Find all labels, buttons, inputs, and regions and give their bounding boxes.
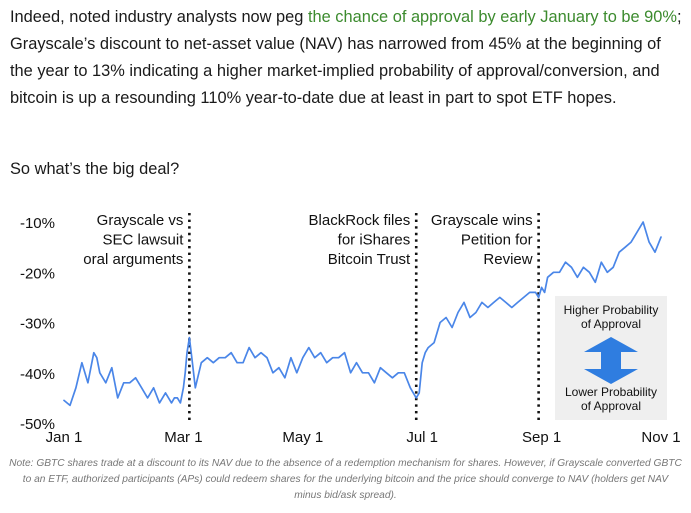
y-tick-label: -20% [20,265,55,282]
event-label: Grayscale wins [431,212,533,229]
series-line [63,221,662,407]
chart-footnote: Note: GBTC shares trade at a discount to… [9,458,682,501]
x-tick-label: Jul 1 [406,429,438,446]
y-tick-label: -50% [20,416,55,433]
y-tick-label: -30% [20,316,55,333]
x-tick-label: Sep 1 [522,429,561,446]
event-label: Petition for [461,232,533,249]
y-tick-label: -40% [20,366,55,383]
x-tick-label: Mar 1 [164,429,202,446]
probability-double-arrow-icon [584,337,638,384]
event-label: Bitcoin Trust [328,251,411,268]
x-tick-label: May 1 [282,429,323,446]
event-label: for iShares [338,232,411,249]
legend-top-label: Higher Probability [564,303,659,317]
paragraph-text-start: Indeed, noted industry analysts now peg [10,8,308,26]
event-label: Review [483,251,532,268]
event-label: SEC lawsuit [103,232,185,249]
x-tick-label: Nov 1 [641,429,680,446]
paragraph-text-rest: ; Grayscale’s discount to net-asset valu… [10,8,682,107]
event-label: BlackRock files [309,212,411,229]
legend-bottom-label: Lower Probability [565,385,657,399]
article-paragraph: Indeed, noted industry analysts now peg … [10,4,685,112]
section-question: So what’s the big deal? [10,160,180,178]
legend-bottom-label: of Approval [581,399,641,413]
y-tick-label: -10% [20,215,55,232]
event-label: oral arguments [83,251,183,268]
analyst-estimate-link[interactable]: the chance of approval by early January … [307,8,677,26]
x-tick-label: Jan 1 [46,429,83,446]
legend-top-label: of Approval [581,317,641,331]
gbtc-discount-chart: -10% -20% -30% -40% -50%Jan 1 Mar 1 May 1 Jul 1… [20,212,681,446]
event-label: Grayscale vs [97,212,184,229]
